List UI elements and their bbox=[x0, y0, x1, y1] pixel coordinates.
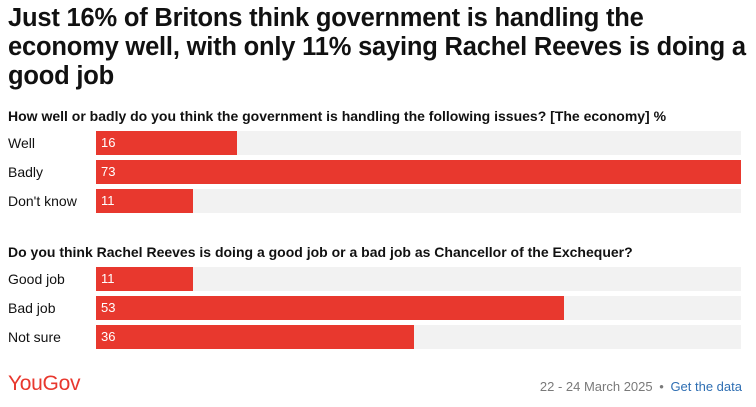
chart-title: Just 16% of Britons think government is … bbox=[8, 4, 746, 90]
bar: 16 bbox=[96, 131, 237, 155]
bar: 11 bbox=[96, 267, 193, 291]
bar-value-label: 11 bbox=[101, 193, 115, 208]
bar-track: 16 bbox=[96, 131, 741, 155]
category-label: Not sure bbox=[8, 329, 61, 345]
bar: 73 bbox=[96, 160, 741, 184]
survey-date: 22 - 24 March 2025 bbox=[539, 379, 653, 394]
bar-track: 36 bbox=[96, 325, 741, 349]
footer-separator: • bbox=[659, 379, 664, 394]
footer: 22 - 24 March 2025 • Get the data bbox=[540, 379, 742, 394]
bar-value-label: 73 bbox=[101, 164, 116, 179]
category-label: Don't know bbox=[8, 193, 77, 209]
bar: 53 bbox=[96, 296, 564, 320]
question-reeves: Do you think Rachel Reeves is doing a go… bbox=[8, 244, 633, 260]
category-label: Well bbox=[8, 135, 35, 151]
bar-track: 11 bbox=[96, 189, 741, 213]
category-label: Badly bbox=[8, 164, 44, 180]
bar-value-label: 36 bbox=[101, 329, 116, 344]
bar-track: 53 bbox=[96, 296, 741, 320]
bar-value-label: 16 bbox=[101, 135, 116, 150]
bar: 11 bbox=[96, 189, 193, 213]
yougov-logo: YouGov bbox=[8, 372, 81, 395]
question-economy: How well or badly do you think the gover… bbox=[8, 108, 667, 124]
category-label: Good job bbox=[8, 271, 65, 287]
bar: 36 bbox=[96, 325, 414, 349]
category-label: Bad job bbox=[8, 300, 56, 316]
bar-value-label: 11 bbox=[101, 271, 115, 286]
get-the-data-link[interactable]: Get the data bbox=[670, 379, 742, 394]
bar-track: 73 bbox=[96, 160, 741, 184]
bar-track: 11 bbox=[96, 267, 741, 291]
bar-value-label: 53 bbox=[101, 300, 116, 315]
